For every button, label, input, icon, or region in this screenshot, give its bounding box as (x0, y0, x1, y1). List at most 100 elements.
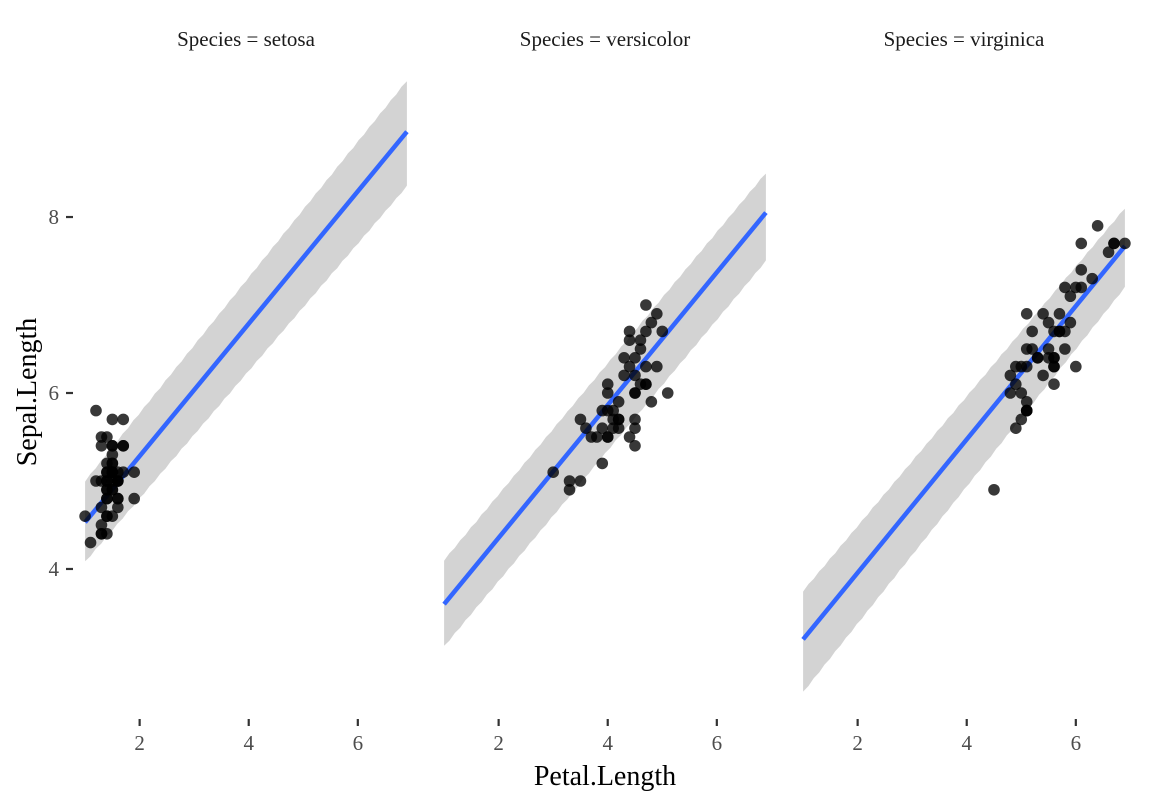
data-point (101, 492, 113, 505)
y-tick-label: 4 (49, 557, 60, 581)
data-point (1059, 343, 1071, 355)
data-point (645, 395, 658, 408)
data-point (1108, 237, 1120, 250)
data-point (574, 413, 587, 426)
data-point (1020, 308, 1033, 320)
data-point (623, 334, 636, 347)
data-point (656, 325, 669, 338)
data-point (79, 510, 91, 522)
regression-line (83, 130, 409, 524)
data-point (106, 413, 119, 426)
data-point (95, 519, 108, 531)
y-tick-label: 8 (49, 205, 60, 229)
data-point (623, 325, 636, 338)
data-point (601, 404, 614, 417)
x-tick-label: 6 (1071, 731, 1082, 755)
x-tick-label: 6 (712, 731, 723, 755)
data-point (618, 352, 630, 364)
facet-strip-label: Species = virginica (884, 27, 1045, 51)
data-point (634, 378, 647, 391)
data-point (629, 387, 641, 399)
data-point (1026, 343, 1038, 355)
data-point (112, 466, 124, 478)
data-point (629, 352, 641, 364)
y-axis-title: Sepal.Length (12, 318, 43, 467)
data-point (640, 299, 652, 311)
data-point (1091, 220, 1104, 232)
data-point (1020, 404, 1033, 417)
data-point (1042, 352, 1055, 364)
data-point (101, 475, 113, 487)
x-tick-label: 2 (852, 731, 863, 755)
data-point (1048, 360, 1060, 373)
data-point (1064, 316, 1077, 329)
data-point (95, 431, 108, 443)
data-point (90, 404, 102, 417)
data-point (612, 422, 625, 434)
data-point (101, 510, 113, 522)
data-point (607, 413, 619, 426)
data-point (651, 308, 663, 320)
x-axis-title: Petal.Length (534, 761, 676, 792)
data-point (612, 395, 625, 408)
data-point (1053, 325, 1066, 338)
x-tick-label: 4 (243, 731, 254, 755)
data-point (563, 475, 576, 487)
data-point (101, 483, 113, 496)
data-point (1015, 413, 1028, 426)
data-point (580, 422, 592, 434)
data-point (106, 439, 119, 452)
data-point (1031, 352, 1044, 364)
facet-strip-label: Species = setosa (177, 27, 315, 51)
data-point (1020, 395, 1033, 408)
data-point (1042, 343, 1055, 355)
data-point (623, 431, 636, 443)
data-point (1037, 369, 1049, 382)
data-point (623, 360, 636, 373)
x-tick-label: 4 (961, 731, 972, 755)
data-point (84, 536, 97, 549)
data-point (1004, 387, 1017, 399)
confidence-ribbon (803, 208, 1125, 692)
data-point (1070, 281, 1082, 294)
regression-line (801, 244, 1127, 641)
data-point (128, 466, 140, 478)
confidence-ribbon (85, 81, 407, 562)
data-point (112, 475, 124, 487)
data-point (95, 439, 108, 452)
data-point (563, 483, 576, 496)
y-axis: 4 6 8 (49, 205, 73, 581)
data-point (1010, 378, 1022, 391)
data-point (112, 492, 124, 505)
data-point (1048, 378, 1060, 391)
data-point (574, 475, 587, 487)
data-point (629, 439, 641, 452)
data-point (95, 527, 108, 540)
data-point (1059, 281, 1071, 294)
data-point (1015, 360, 1028, 373)
x-tick-label: 2 (493, 731, 504, 755)
data-point (651, 360, 663, 373)
data-point (1026, 325, 1038, 338)
data-point (1010, 422, 1022, 434)
facet-panel-3: Species = virginica 2 4 6 (801, 27, 1131, 755)
data-point (112, 501, 124, 514)
x-tick-label: 4 (602, 731, 613, 755)
data-point (601, 387, 614, 399)
data-point (117, 439, 130, 452)
data-point (634, 343, 647, 355)
data-point (1004, 369, 1017, 382)
data-point (1070, 360, 1082, 373)
data-point (618, 369, 630, 382)
data-point (1102, 246, 1115, 259)
data-point (585, 431, 598, 443)
data-point (601, 378, 614, 391)
data-point (1037, 308, 1049, 320)
data-point (601, 431, 614, 443)
data-point (629, 369, 641, 382)
data-point (547, 466, 559, 478)
data-point (1075, 264, 1088, 276)
data-point (596, 457, 609, 470)
data-point (634, 334, 647, 347)
data-point (1015, 387, 1028, 399)
